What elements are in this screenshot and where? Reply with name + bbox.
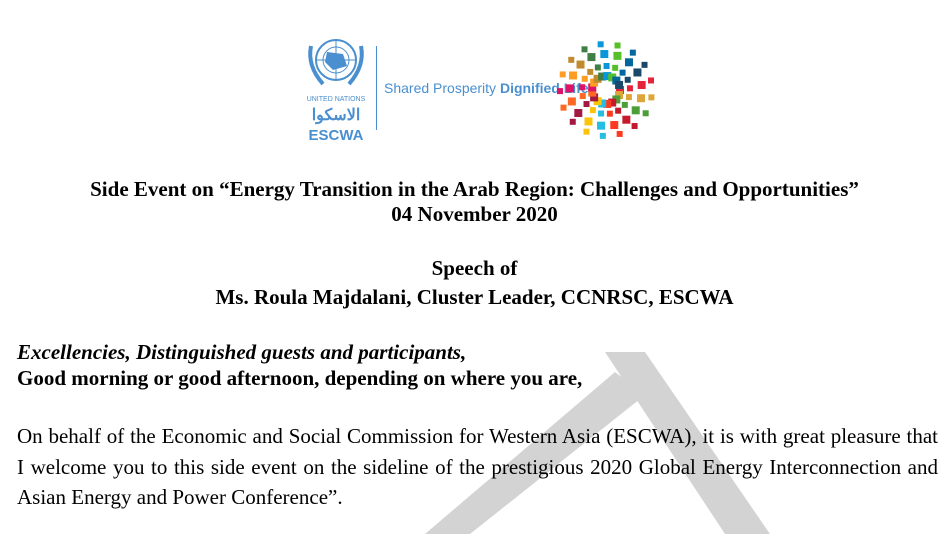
sdg-square — [641, 61, 648, 68]
sdg-square — [624, 58, 633, 67]
sdg-square — [569, 118, 576, 125]
sdg-square — [598, 110, 605, 117]
opening-paragraph: On behalf of the Economic and Social Com… — [17, 424, 938, 509]
sdg-square — [566, 84, 575, 93]
sdg-square — [576, 60, 585, 69]
sdg-square — [633, 68, 642, 77]
speech-of: Speech of — [431, 256, 518, 280]
event-date: 04 November 2020 — [391, 202, 558, 226]
sdg-square — [579, 84, 586, 91]
sdg-square — [588, 88, 597, 97]
sdg-square — [581, 46, 588, 53]
un-label: UNITED NATIONS — [306, 96, 366, 103]
sdg-square — [557, 88, 564, 95]
sdg-square — [584, 117, 593, 126]
sdg-square — [579, 93, 586, 100]
sdg-square — [615, 91, 624, 100]
sdg-square — [612, 95, 621, 104]
escwa-label: ESCWA — [308, 127, 364, 144]
sdg-square — [631, 106, 640, 115]
sdg-square — [608, 98, 617, 107]
sdg-square — [642, 110, 649, 117]
sdg-square — [614, 42, 621, 49]
sdg-square — [598, 72, 607, 81]
sdg-square — [597, 41, 604, 48]
sdg-square — [603, 99, 612, 108]
sdg-square — [626, 85, 633, 92]
sdg-square — [594, 64, 601, 71]
sdg-square — [559, 71, 566, 78]
speaker: Ms. Roula Majdalani, Cluster Leader, CCN… — [215, 285, 734, 309]
sdg-square — [588, 83, 597, 92]
sdg-square — [631, 123, 638, 130]
sdg-square — [583, 128, 590, 135]
logo-divider — [376, 46, 377, 130]
sdg-square — [583, 101, 590, 108]
sdg-square — [612, 76, 621, 85]
sdg-square — [589, 107, 596, 114]
sdg-square — [612, 64, 619, 71]
sdg-square — [624, 76, 631, 83]
sdg-square — [648, 77, 655, 84]
greeting: Good morning or good afternoon, dependin… — [17, 366, 583, 390]
sdg-square — [613, 51, 622, 60]
sdg-square — [600, 50, 609, 59]
sdg-square — [581, 75, 588, 82]
sdg-square — [610, 121, 619, 130]
sdg-square — [574, 109, 583, 118]
sdg-square — [615, 80, 624, 89]
sdg-square — [622, 115, 631, 124]
sdg-square — [587, 68, 594, 75]
sdg-square — [637, 94, 646, 103]
sdg-square — [606, 110, 613, 117]
event-title: Side Event on “Energy Transition in the … — [90, 177, 859, 201]
salutation: Excellencies, Distinguished guests and p… — [17, 340, 467, 364]
sdg-wheel-icon — [557, 41, 655, 139]
tagline-regular: Shared Prosperity — [384, 80, 497, 96]
sdg-square — [603, 63, 610, 70]
sdg-square — [625, 94, 632, 101]
sdg-square — [599, 132, 606, 139]
sdg-square — [568, 56, 575, 63]
sdg-square — [560, 104, 567, 111]
sdg-square — [598, 99, 607, 108]
arabic-label: الاسكوا — [311, 107, 361, 124]
sdg-square — [603, 72, 612, 81]
sdg-square — [569, 71, 578, 80]
sdg-square — [616, 86, 624, 94]
sdg-square — [619, 69, 626, 76]
un-emblem-icon — [308, 39, 364, 86]
sdg-square — [616, 130, 623, 137]
sdg-square — [637, 81, 646, 90]
sdg-square — [590, 93, 599, 102]
sdg-square — [593, 74, 602, 83]
sdg-square — [621, 101, 628, 108]
sdg-square — [567, 97, 576, 106]
sdg-square — [648, 94, 655, 101]
sdg-square — [615, 107, 622, 114]
sdg-square — [587, 53, 596, 62]
sdg-square — [608, 73, 617, 82]
sdg-square — [629, 49, 636, 56]
sdg-square — [597, 121, 606, 130]
